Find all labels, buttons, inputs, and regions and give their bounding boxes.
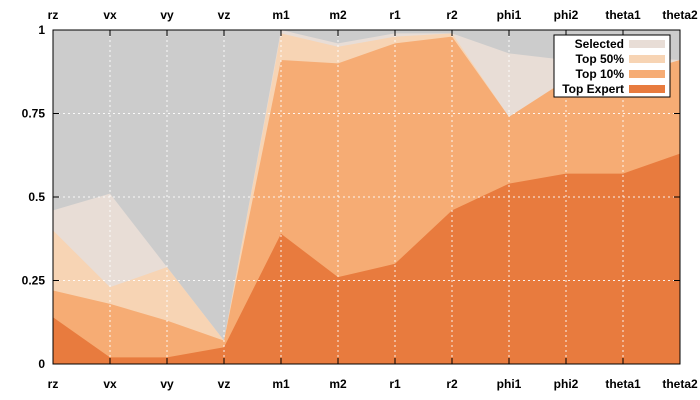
y-tick-label: 0 <box>38 357 45 371</box>
x-tick-label-top: phi1 <box>497 8 522 22</box>
x-tick-label-top: theta2 <box>662 8 698 22</box>
legend-label: Selected <box>575 37 624 51</box>
x-tick-label-top: m2 <box>329 8 347 22</box>
y-tick-label: 0.75 <box>22 107 46 121</box>
x-tick-label-bottom: theta1 <box>605 377 641 391</box>
x-tick-label-bottom: vz <box>218 377 231 391</box>
x-tick-label-top: phi2 <box>554 8 579 22</box>
x-tick-label-top: r2 <box>446 8 458 22</box>
x-tick-label-bottom: m1 <box>272 377 290 391</box>
x-tick-label-bottom: phi2 <box>554 377 579 391</box>
x-tick-label-top: vx <box>103 8 117 22</box>
x-tick-label-bottom: vy <box>160 377 174 391</box>
x-tick-label-bottom: theta2 <box>662 377 698 391</box>
legend-label: Top 10% <box>576 67 625 81</box>
legend-swatch <box>629 40 665 48</box>
plot-frame <box>52 29 681 365</box>
area-series-top-expert <box>53 153 680 364</box>
y-tick-label: 0.25 <box>22 274 46 288</box>
x-tick-label-top: vy <box>160 8 174 22</box>
x-tick-label-top: rz <box>48 8 59 22</box>
x-tick-label-bottom: m2 <box>329 377 347 391</box>
legend-label: Top 50% <box>576 52 625 66</box>
legend-swatch <box>629 70 665 78</box>
legend-swatch <box>629 85 665 93</box>
x-tick-label-bottom: vx <box>103 377 117 391</box>
x-tick-label-bottom: phi1 <box>497 377 522 391</box>
x-tick-label-bottom: r2 <box>446 377 458 391</box>
x-tick-label-bottom: r1 <box>389 377 401 391</box>
x-tick-label-bottom: rz <box>48 377 59 391</box>
x-tick-label-top: r1 <box>389 8 401 22</box>
tick-labels: rz rz vx vx vy vy vz vz m1 m1 m2 m2 r1 r1 r2 r2 phi1 phi1… <box>22 8 698 391</box>
x-tick-label-top: vz <box>218 8 231 22</box>
x-tick-label-top: m1 <box>272 8 290 22</box>
legend-label: Top Expert <box>562 82 624 96</box>
y-tick-label: 0.5 <box>28 190 45 204</box>
legend-swatch <box>629 55 665 63</box>
y-tick-label: 1 <box>38 23 45 37</box>
x-tick-label-top: theta1 <box>605 8 641 22</box>
